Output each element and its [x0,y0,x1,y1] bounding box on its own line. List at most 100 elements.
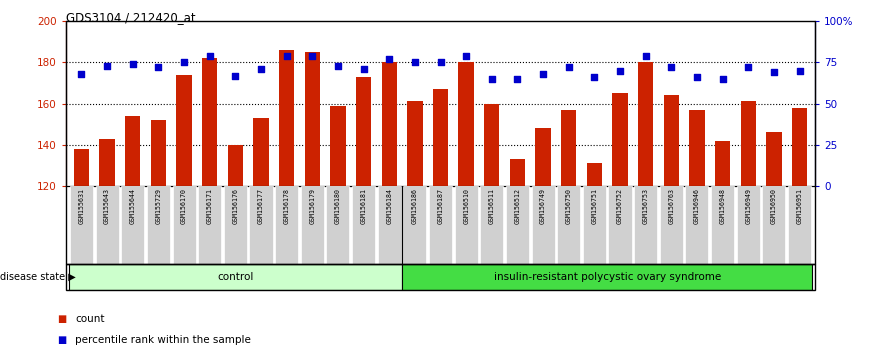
Point [510,76,524,82]
Text: GSM156512: GSM156512 [515,188,521,224]
Bar [249,186,272,264]
Text: GSM156178: GSM156178 [284,188,290,224]
Bar [407,102,423,186]
Point [152,64,166,70]
Bar [762,186,786,264]
Text: GSM156187: GSM156187 [438,188,443,224]
Point [485,76,499,82]
Bar [634,186,657,264]
Point [715,76,729,82]
Bar [583,186,606,264]
Text: ■: ■ [57,335,66,345]
Point [433,59,448,65]
Bar [100,138,115,186]
Text: GSM156763: GSM156763 [669,188,674,224]
Text: GSM155644: GSM155644 [130,188,136,224]
Point [766,69,781,75]
Bar [227,145,243,186]
Bar [378,186,401,264]
Bar [557,186,581,264]
Point [357,66,371,72]
Text: insulin-resistant polycystic ovary syndrome: insulin-resistant polycystic ovary syndr… [493,272,721,282]
Point [254,66,268,72]
Bar [792,108,807,186]
Text: GSM156949: GSM156949 [745,188,751,224]
Bar [279,50,294,186]
Bar [74,149,89,186]
Bar [531,186,555,264]
Bar [587,163,602,186]
Bar [714,141,730,186]
Bar [122,186,144,264]
Text: GSM156181: GSM156181 [360,188,366,224]
Bar [305,52,320,186]
Bar [561,110,576,186]
Bar [202,58,218,186]
Text: GSM156186: GSM156186 [411,188,418,224]
Bar [766,132,781,186]
Point [664,64,678,70]
Point [228,73,242,78]
Bar [95,186,119,264]
Bar [224,186,247,264]
Text: GSM156946: GSM156946 [694,188,700,224]
Point [588,74,602,80]
Text: control: control [217,272,254,282]
Bar [510,159,525,186]
Bar [125,116,140,186]
Text: GSM156171: GSM156171 [207,188,212,224]
Text: GSM156510: GSM156510 [463,188,470,224]
Text: GSM155729: GSM155729 [155,188,161,224]
Bar [403,186,426,264]
Text: GSM156170: GSM156170 [181,188,187,224]
Point [408,59,422,65]
Bar [151,120,167,186]
Bar [536,128,551,186]
Point [331,63,345,69]
Text: GSM155631: GSM155631 [78,188,85,224]
Point [177,59,191,65]
Bar [275,186,298,264]
Bar [737,186,759,264]
Bar [458,62,474,186]
Point [536,71,550,77]
Point [562,64,576,70]
Bar [330,105,345,186]
Text: GSM155643: GSM155643 [104,188,110,224]
Bar [663,95,679,186]
Bar [455,186,478,264]
Point [100,63,115,69]
Text: GSM156184: GSM156184 [386,188,392,224]
Text: GSM156948: GSM156948 [720,188,726,224]
Bar [788,186,811,264]
Point [305,53,319,59]
Text: GSM156950: GSM156950 [771,188,777,224]
Text: GSM156176: GSM156176 [233,188,239,224]
Bar [660,186,683,264]
Text: GSM156749: GSM156749 [540,188,546,224]
Text: ■: ■ [57,314,66,324]
Bar [612,93,627,186]
Text: GDS3104 / 212420_at: GDS3104 / 212420_at [66,11,196,24]
Text: GSM156753: GSM156753 [642,188,648,224]
Bar [70,186,93,264]
Text: percentile rank within the sample: percentile rank within the sample [75,335,251,345]
Point [741,64,755,70]
Bar [711,186,734,264]
Point [793,68,807,74]
Text: disease state ▶: disease state ▶ [0,272,76,282]
Bar [198,186,221,264]
Bar [176,75,192,186]
Text: GSM156511: GSM156511 [489,188,495,224]
Bar [356,77,371,186]
Bar [433,89,448,186]
Text: GSM156750: GSM156750 [566,188,572,224]
Bar [685,186,708,264]
Point [639,53,653,59]
Text: GSM156179: GSM156179 [309,188,315,224]
Point [74,71,88,77]
Bar [300,186,324,264]
Bar [147,186,170,264]
Bar [480,186,503,264]
Point [613,68,627,74]
